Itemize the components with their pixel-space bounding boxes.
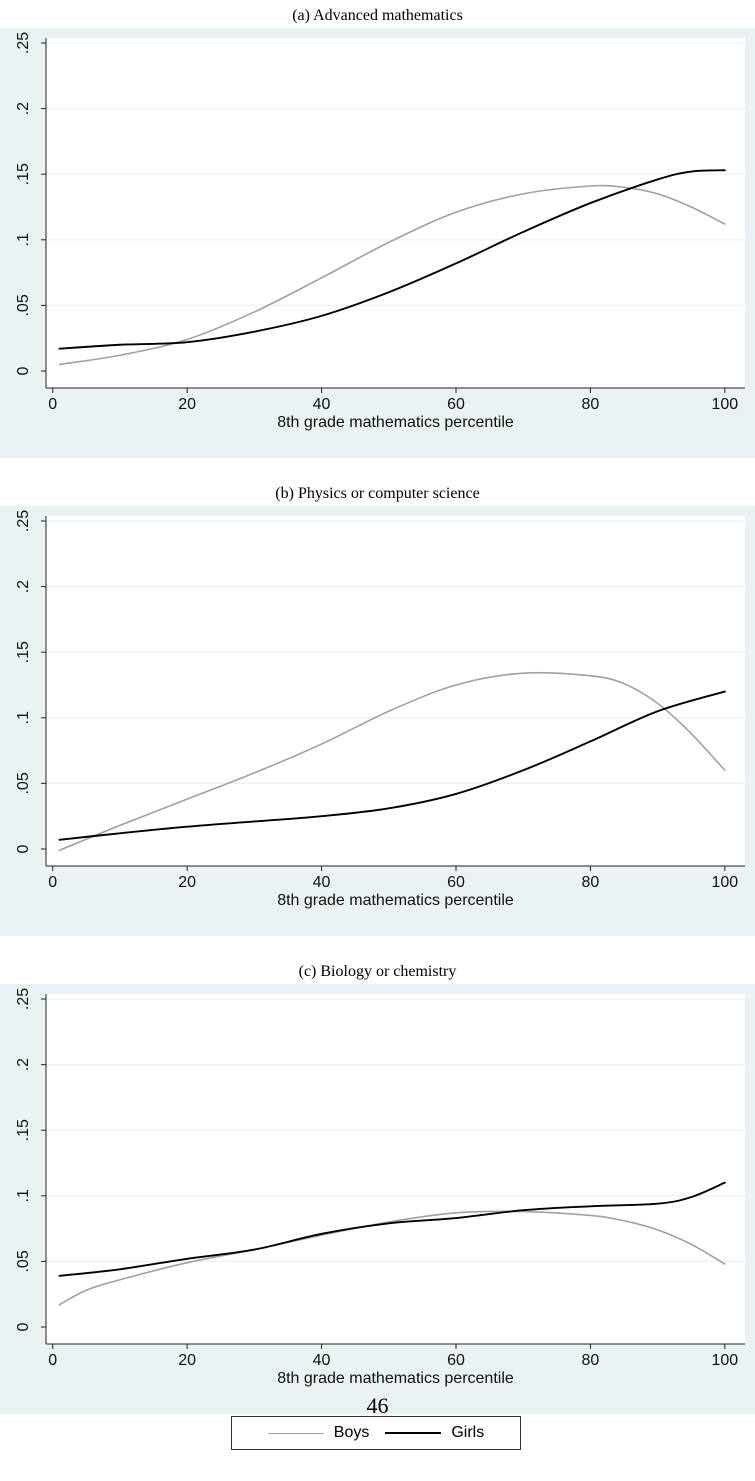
y-tick-label: .2 (15, 580, 32, 593)
series-line-girls (58, 169, 726, 350)
x-tick-label: 60 (447, 874, 465, 891)
y-tick-label: .25 (15, 32, 32, 54)
x-tick-label: 80 (582, 396, 600, 413)
chart-legend: Boys Girls (231, 1416, 521, 1450)
x-tick-label: 100 (711, 1352, 738, 1369)
x-axis-label: 8th grade mathematics percentile (277, 414, 514, 431)
y-tick-label: 0 (15, 844, 32, 853)
plot-area (46, 38, 745, 388)
legend-label-boys: Boys (333, 1424, 370, 1441)
page-number: 46 (366, 1393, 389, 1418)
panel-a-chart: 0 .05 .1 .15 .2 .25 0 20 40 60 80 100 8th grade math… (0, 28, 755, 458)
y-tick-label: .1 (15, 711, 32, 724)
y-tick-label: .05 (15, 772, 32, 794)
x-axis-label: 8th grade mathematics percentile (277, 1370, 514, 1387)
panel-a-title: (a) Advanced mathematics (292, 7, 463, 24)
x-tick-label: 0 (48, 396, 57, 413)
series-line-boys (58, 184, 726, 366)
x-tick-label: 60 (447, 396, 465, 413)
x-tick-label: 60 (447, 1352, 465, 1369)
y-tick-label: 0 (15, 1322, 32, 1331)
x-tick-label: 0 (48, 874, 57, 891)
y-tick-label: .05 (15, 1250, 32, 1272)
y-tick-label: .1 (15, 1189, 32, 1202)
x-tick-label: 0 (48, 1352, 57, 1369)
y-tick-label: .2 (15, 1058, 32, 1071)
y-tick-label: .25 (15, 988, 32, 1010)
series-line-girls (58, 690, 726, 841)
series-line-girls (58, 1181, 726, 1277)
x-tick-label: 80 (582, 874, 600, 891)
y-tick-label: .15 (15, 641, 32, 663)
x-tick-label: 40 (313, 396, 331, 413)
legend-label-girls: Girls (451, 1424, 485, 1441)
y-tick-label: .05 (15, 294, 32, 316)
legend-item-boys: Boys (267, 1424, 370, 1442)
x-tick-label: 20 (178, 396, 196, 413)
panel-c-title: (c) Biology or chemistry (298, 963, 457, 980)
legend-item-girls: Girls (385, 1424, 484, 1442)
panel-c-chart: 0 .05 .1 .15 .2 .25 0 20 40 60 80 100 8th grade math… (0, 984, 755, 1414)
series-line-boys (58, 671, 726, 852)
panel-b-chart: 0 .05 .1 .15 .2 .25 0 20 40 60 80 100 8th grade math… (0, 506, 755, 936)
x-axis-label: 8th grade mathematics percentile (277, 892, 514, 909)
x-tick-label: 40 (313, 1352, 331, 1369)
x-tick-label: 80 (582, 1352, 600, 1369)
y-tick-label: .15 (15, 163, 32, 185)
series-line-boys (58, 1210, 726, 1306)
x-tick-label: 100 (711, 874, 738, 891)
x-tick-label: 100 (711, 396, 738, 413)
legend-swatch-girls (385, 1432, 442, 1434)
y-tick-label: .1 (15, 233, 32, 246)
x-tick-label: 20 (178, 874, 196, 891)
y-tick-label: 0 (15, 366, 32, 375)
y-tick-label: .25 (15, 510, 32, 532)
plot-area (46, 994, 745, 1344)
legend-swatch-boys (267, 1432, 324, 1434)
x-tick-label: 40 (313, 874, 331, 891)
y-tick-label: .2 (15, 102, 32, 115)
y-tick-label: .15 (15, 1119, 32, 1141)
x-tick-label: 20 (178, 1352, 196, 1369)
panel-b-title: (b) Physics or computer science (275, 485, 480, 502)
